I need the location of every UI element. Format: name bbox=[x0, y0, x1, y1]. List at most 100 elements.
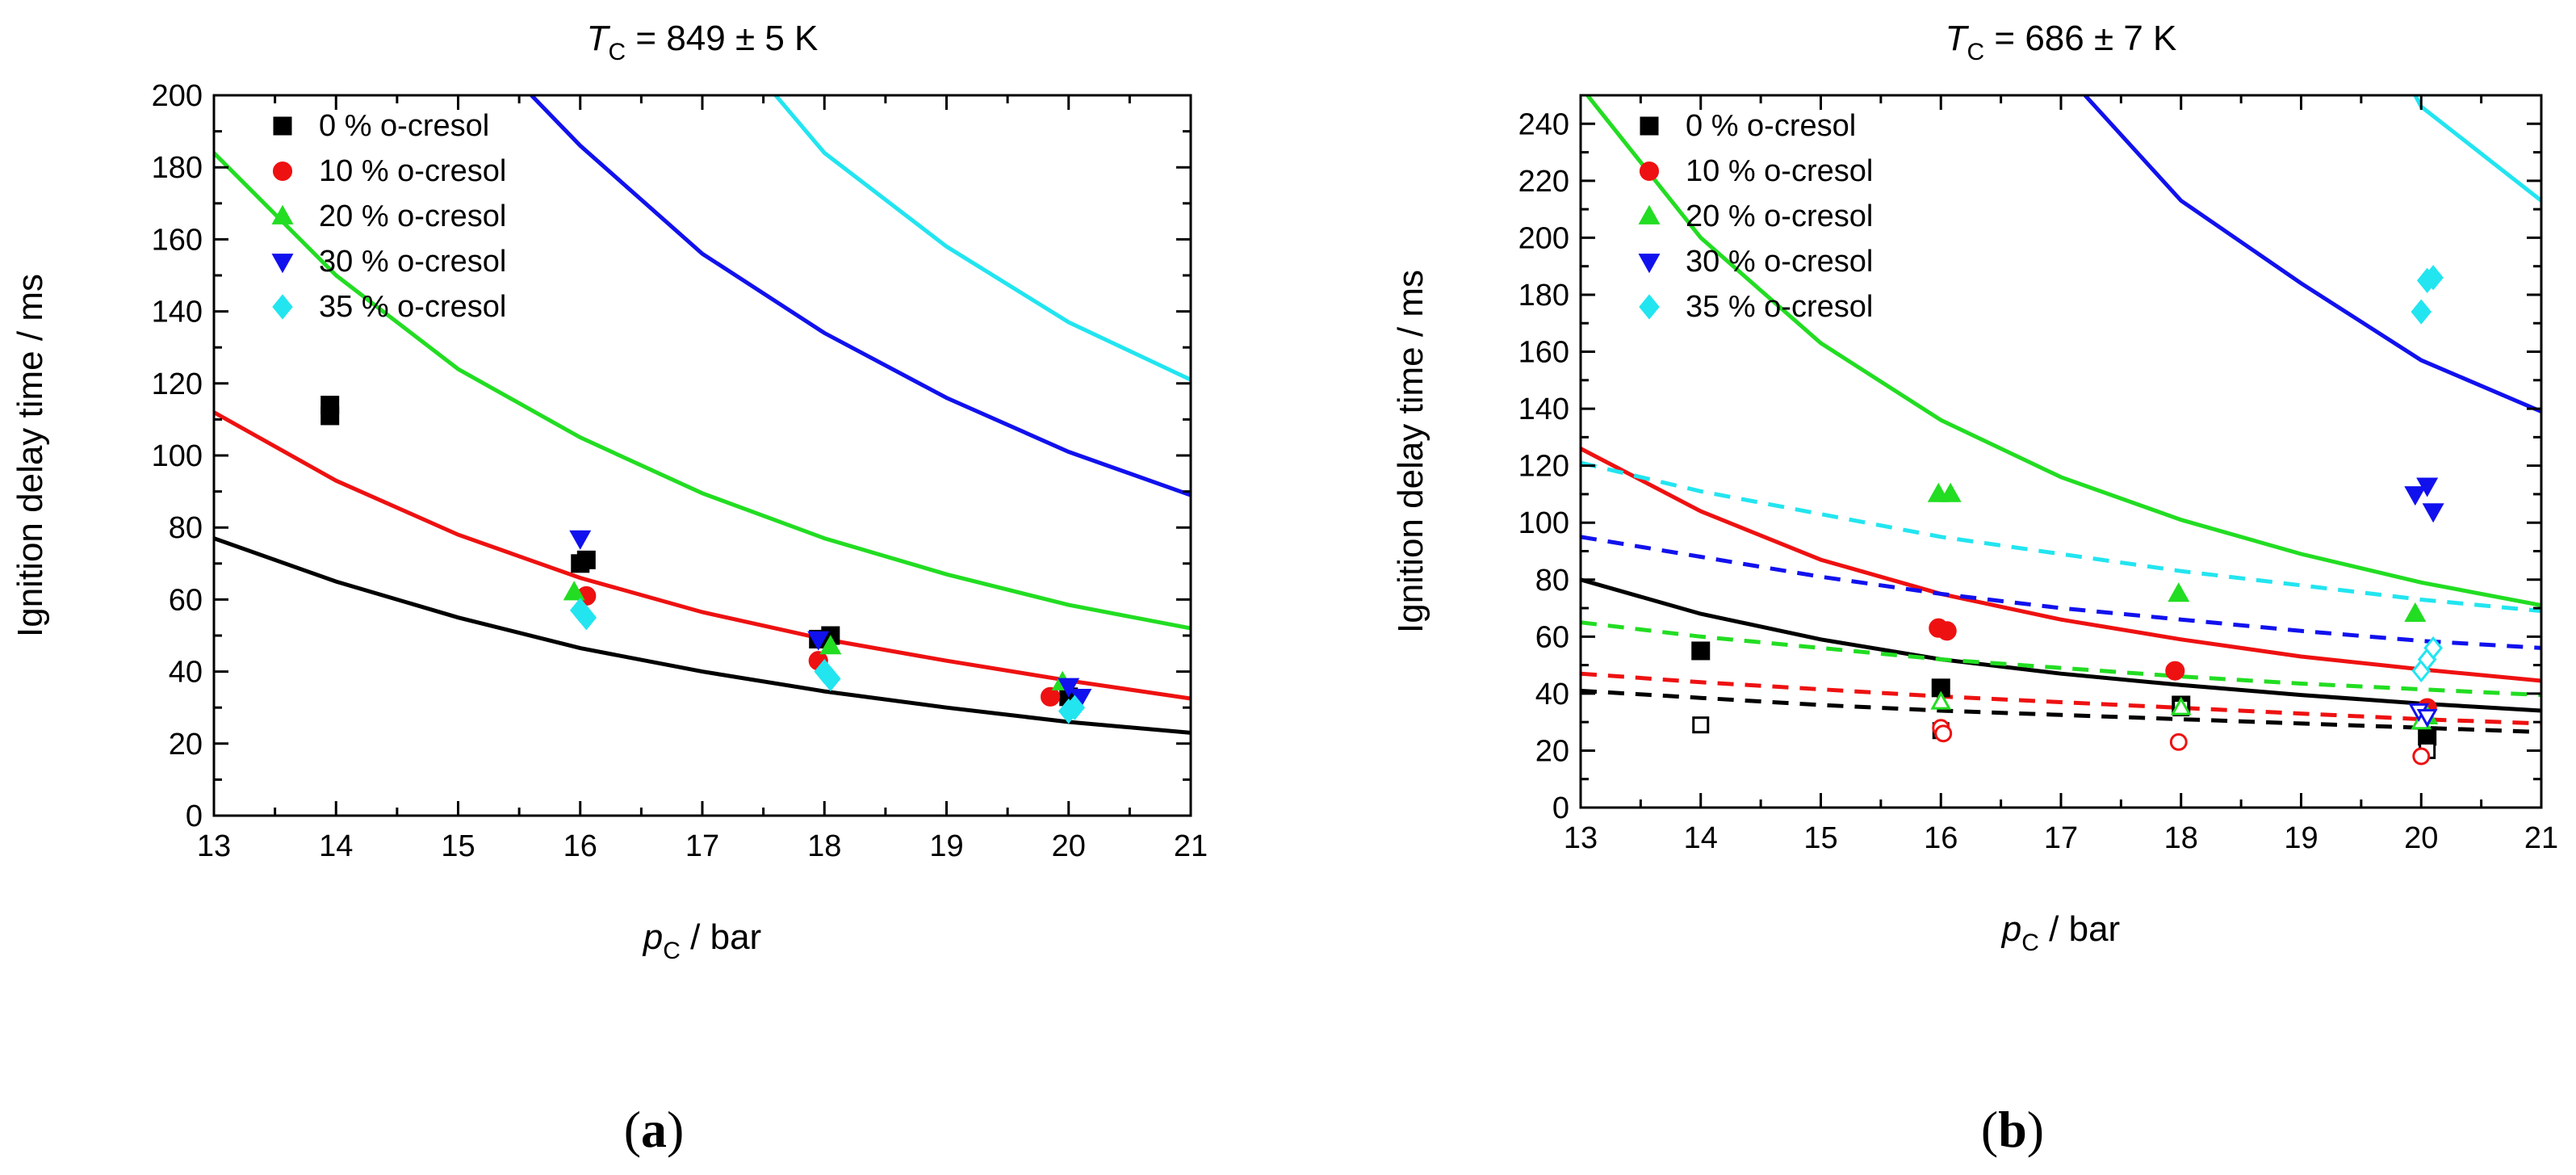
y-axis-label: Ignition delay time / ms bbox=[10, 274, 50, 637]
data-point-3-3 bbox=[2412, 747, 2431, 766]
data-point-4-1 bbox=[1939, 482, 1962, 502]
legend-label: 0 % o-cresol bbox=[319, 109, 489, 143]
y-tick-label: 40 bbox=[1535, 678, 1569, 711]
data-point-5-1 bbox=[2170, 696, 2192, 715]
legend-label: 20 % o-cresol bbox=[319, 199, 506, 233]
y-tick-label: 60 bbox=[169, 583, 203, 617]
model-line-3 bbox=[2083, 95, 2541, 413]
legend-marker bbox=[273, 116, 292, 136]
legend-marker bbox=[1639, 294, 1660, 320]
data-point-7-1 bbox=[2416, 708, 2438, 728]
x-tick-label: 15 bbox=[441, 829, 475, 863]
x-axis-label-subscript: C bbox=[2021, 930, 2039, 956]
model-line-3 bbox=[530, 95, 1191, 497]
model-line-9 bbox=[1581, 460, 2541, 614]
x-tick-label: 21 bbox=[2524, 821, 2558, 855]
model-line-4 bbox=[2413, 95, 2541, 203]
panel-b: 13 14 15 16 17 18 19 20 21 0 20 40 60 80 100 120 140 160 1… bbox=[1391, 19, 2558, 1158]
y-tick-label: 160 bbox=[152, 223, 203, 257]
x-tick-label: 14 bbox=[1684, 821, 1718, 855]
panel-a: 13 14 15 16 17 18 19 20 21 0 20 40 60 80 100 120 140 160 1… bbox=[10, 19, 1208, 1158]
y-tick-label: 180 bbox=[152, 151, 203, 185]
legend-label: 35 % o-cresol bbox=[1686, 290, 1873, 324]
model-line-2 bbox=[1585, 95, 2541, 607]
data-point-2-0 bbox=[563, 581, 585, 601]
x-tick-label: 14 bbox=[319, 829, 353, 863]
x-tick-label: 20 bbox=[2404, 821, 2438, 855]
x-axis-label-unit: / bar bbox=[2039, 909, 2120, 949]
data-point-8-2 bbox=[2423, 265, 2444, 291]
legend-marker bbox=[1639, 161, 1660, 182]
model-line-5 bbox=[1581, 688, 2541, 734]
x-tick-label: 18 bbox=[2164, 821, 2198, 855]
chart-title-subscript: C bbox=[609, 39, 626, 65]
y-tick-label: 120 bbox=[1518, 450, 1569, 484]
y-tick-label: 220 bbox=[1518, 165, 1569, 199]
model-lines bbox=[214, 95, 1191, 735]
legend-marker bbox=[1640, 116, 1659, 136]
panel-label-letter: a bbox=[641, 1101, 667, 1158]
legend-label: 20 % o-cresol bbox=[1686, 199, 1873, 233]
chart-title-subscript: C bbox=[1967, 39, 1985, 65]
model-lines bbox=[1581, 95, 2541, 734]
panel-label-open: ( bbox=[624, 1101, 641, 1158]
data-point-1-2 bbox=[1041, 686, 1061, 707]
chart-title: TC = 849 ± 5 K bbox=[587, 19, 819, 65]
chart-title-variable: T bbox=[1946, 19, 1970, 58]
x-axis-label-variable: p bbox=[642, 917, 663, 957]
model-line-4 bbox=[773, 95, 1191, 382]
x-tick-label: 20 bbox=[1052, 829, 1086, 863]
model-line-2 bbox=[214, 151, 1191, 631]
data-points bbox=[1691, 265, 2444, 766]
x-axis-label-unit: / bar bbox=[681, 917, 761, 957]
legend-marker bbox=[272, 294, 293, 320]
x-axis-label-variable: p bbox=[2000, 909, 2021, 949]
data-point-5-0 bbox=[1930, 690, 1952, 710]
data-point-9-2 bbox=[2423, 636, 2443, 660]
legend-label: 0 % o-cresol bbox=[1686, 109, 1856, 143]
data-point-4-3 bbox=[2404, 602, 2427, 622]
model-line-6 bbox=[1581, 671, 2541, 726]
x-tick-label: 16 bbox=[563, 829, 597, 863]
legend-marker bbox=[1638, 254, 1661, 274]
chart-title-value: = 849 ± 5 K bbox=[626, 19, 818, 58]
data-point-0-3 bbox=[576, 550, 596, 569]
legend-marker bbox=[271, 254, 294, 274]
legend-marker bbox=[1638, 204, 1661, 225]
y-tick-label: 140 bbox=[152, 296, 203, 329]
data-point-2-2 bbox=[2165, 661, 2185, 681]
y-tick-label: 100 bbox=[152, 439, 203, 473]
y-tick-label: 80 bbox=[169, 511, 203, 545]
y-tick-label: 80 bbox=[1535, 564, 1569, 598]
legend-label: 35 % o-cresol bbox=[319, 290, 506, 324]
y-tick-label: 200 bbox=[152, 79, 203, 113]
model-line-1 bbox=[1581, 447, 2541, 683]
legend-label: 10 % o-cresol bbox=[1686, 154, 1873, 188]
panel-label: (b) bbox=[1981, 1101, 2044, 1158]
model-line-8 bbox=[1581, 535, 2541, 650]
legend-marker bbox=[271, 204, 294, 225]
data-point-4-3 bbox=[820, 665, 841, 692]
legend-marker bbox=[272, 161, 293, 182]
legend: 0 % o-cresol 10 % o-cresol 20 % o-cresol 30… bbox=[1638, 109, 1873, 324]
y-tick-label: 160 bbox=[1518, 336, 1569, 370]
x-tick-label: 19 bbox=[2284, 821, 2318, 855]
model-line-1 bbox=[214, 410, 1191, 701]
model-line-0 bbox=[1581, 577, 2541, 713]
data-point-0-1 bbox=[320, 396, 340, 415]
y-tick-label: 200 bbox=[1518, 221, 1569, 255]
panel-label-open: ( bbox=[1981, 1101, 1998, 1158]
data-point-2-1 bbox=[819, 635, 842, 655]
data-point-6-0 bbox=[2404, 486, 2427, 506]
panel-label-close: ) bbox=[667, 1101, 684, 1158]
y-tick-label: 0 bbox=[186, 799, 203, 833]
x-axis-label-subscript: C bbox=[663, 938, 681, 964]
y-tick-label: 0 bbox=[1552, 791, 1569, 825]
legend-label: 30 % o-cresol bbox=[1686, 245, 1873, 279]
y-tick-label: 20 bbox=[1535, 734, 1569, 768]
data-point-4-2 bbox=[2168, 582, 2190, 602]
x-axis-label: pC / bar bbox=[2000, 909, 2120, 956]
y-tick-label: 40 bbox=[169, 656, 203, 690]
x-tick-label: 18 bbox=[807, 829, 841, 863]
